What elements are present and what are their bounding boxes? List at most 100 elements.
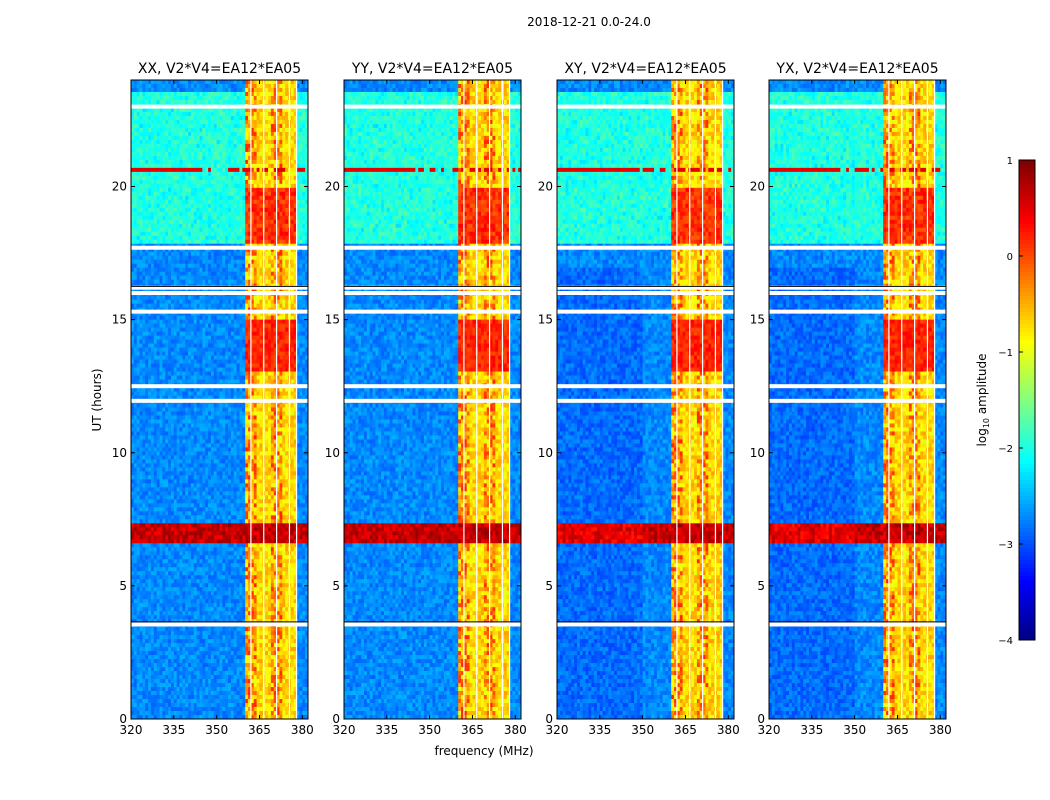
spectrogram-panel-1: XX, V2*V4=EA12*EA05 320 335 350 365 380 0 5 10 15… (112, 61, 314, 737)
colorbar-step (1019, 292, 1035, 297)
colorbar-label-end: amplitude (975, 354, 989, 418)
colorbar-step (1019, 360, 1035, 365)
x-tick-label: 365 (886, 723, 909, 737)
colorbar-step (1019, 392, 1035, 397)
colorbar-step (1019, 576, 1035, 581)
colorbar-step (1019, 440, 1035, 445)
colorbar-step (1019, 456, 1035, 461)
y-tick-label: 0 (332, 712, 340, 726)
colorbar-step (1019, 240, 1035, 245)
colorbar-step (1019, 196, 1035, 201)
colorbar-step (1019, 428, 1035, 433)
colorbar-step (1019, 536, 1035, 541)
colorbar-step (1019, 408, 1035, 413)
colorbar-step (1019, 276, 1035, 281)
y-tick-label: 20 (538, 180, 553, 194)
panel-title: XX, V2*V4=EA12*EA05 (138, 61, 301, 77)
colorbar-step (1019, 404, 1035, 409)
colorbar-step (1019, 312, 1035, 317)
colorbar-step (1019, 524, 1035, 529)
colorbar-step (1019, 172, 1035, 177)
x-tick-label: 335 (375, 723, 398, 737)
colorbar-label-main: log (975, 428, 989, 446)
colorbar-step (1019, 372, 1035, 377)
colorbar-step (1019, 548, 1035, 553)
x-axis-label: frequency (MHz) (434, 744, 533, 758)
y-tick-label: 15 (325, 313, 340, 327)
x-tick-label: 350 (843, 723, 866, 737)
colorbar-step (1019, 632, 1035, 637)
colorbar-step (1019, 504, 1035, 509)
colorbar-step (1019, 628, 1035, 633)
x-tick-label: 320 (546, 723, 569, 737)
colorbar-step (1019, 236, 1035, 241)
colorbar-step (1019, 164, 1035, 169)
colorbar-step (1019, 416, 1035, 421)
colorbar-step (1019, 356, 1035, 361)
x-tick-label: 320 (120, 723, 143, 737)
x-tick-label: 335 (800, 723, 823, 737)
panels-group: XX, V2*V4=EA12*EA05 320 335 350 365 380 0 5 10 15… (112, 61, 952, 737)
colorbar-step (1019, 624, 1035, 629)
colorbar-step (1019, 332, 1035, 337)
colorbar-step (1019, 412, 1035, 417)
colorbar-step (1019, 352, 1035, 357)
colorbar-step (1019, 600, 1035, 605)
colorbar-label-sub: 10 (982, 418, 991, 428)
colorbar-step (1019, 492, 1035, 497)
y-tick-label: 20 (112, 180, 127, 194)
x-tick-label: 350 (205, 723, 228, 737)
colorbar-step (1019, 160, 1035, 165)
colorbar-step (1019, 472, 1035, 477)
colorbar-step (1019, 184, 1035, 189)
colorbar-step (1019, 368, 1035, 373)
panel-title: YX, V2*V4=EA12*EA05 (775, 61, 938, 77)
colorbar-step (1019, 260, 1035, 265)
colorbar-step (1019, 620, 1035, 625)
colorbar-step (1019, 380, 1035, 385)
colorbar-step (1019, 328, 1035, 333)
colorbar-step (1019, 616, 1035, 621)
x-tick-label: 380 (291, 723, 314, 737)
colorbar-step (1019, 228, 1035, 233)
colorbar-step (1019, 468, 1035, 473)
colorbar-step (1019, 400, 1035, 405)
colorbar-step (1019, 208, 1035, 213)
x-tick-label: 350 (631, 723, 654, 737)
colorbar-tick-label: −3 (998, 540, 1013, 551)
colorbar-step (1019, 220, 1035, 225)
colorbar-step (1019, 384, 1035, 389)
colorbar-step (1019, 200, 1035, 205)
colorbar-step (1019, 376, 1035, 381)
colorbar-step (1019, 420, 1035, 425)
colorbar-step (1019, 580, 1035, 585)
colorbar-step (1019, 512, 1035, 517)
colorbar-step (1019, 572, 1035, 577)
colorbar-step (1019, 464, 1035, 469)
panel-title: YY, V2*V4=EA12*EA05 (351, 61, 513, 77)
y-tick-label: 20 (325, 180, 340, 194)
x-tick-label: 335 (162, 723, 185, 737)
colorbar-step (1019, 348, 1035, 353)
y-tick-label: 15 (538, 313, 553, 327)
colorbar-step (1019, 212, 1035, 217)
colorbar-tick-label: 0 (1007, 252, 1013, 263)
colorbar-step (1019, 452, 1035, 457)
colorbar-step (1019, 424, 1035, 429)
y-tick-label: 10 (112, 446, 127, 460)
colorbar-tick-label: −4 (998, 636, 1013, 647)
y-tick-label: 15 (750, 313, 765, 327)
colorbar-step (1019, 268, 1035, 273)
x-tick-label: 320 (333, 723, 356, 737)
colorbar-step (1019, 304, 1035, 309)
colorbar-step (1019, 480, 1035, 485)
colorbar-step (1019, 284, 1035, 289)
y-tick-label: 0 (119, 712, 127, 726)
x-tick-label: 365 (248, 723, 271, 737)
colorbar-step (1019, 436, 1035, 441)
y-tick-label: 15 (112, 313, 127, 327)
colorbar-tick-label: −2 (998, 444, 1013, 455)
colorbar-step (1019, 596, 1035, 601)
colorbar-step (1019, 264, 1035, 269)
colorbar-step (1019, 604, 1035, 609)
